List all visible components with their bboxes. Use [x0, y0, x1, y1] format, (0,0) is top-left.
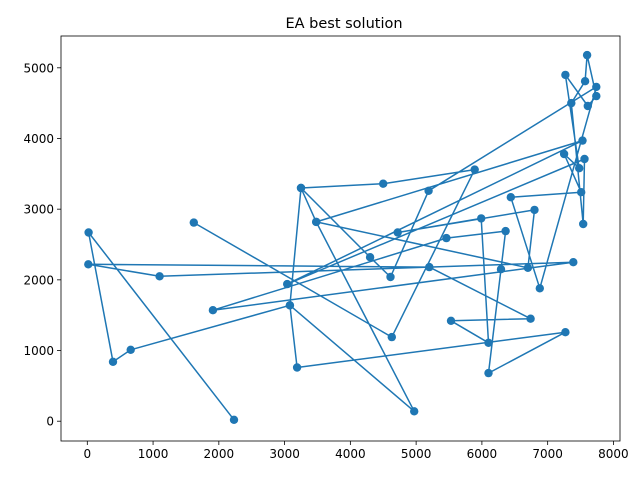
data-point [567, 98, 576, 108]
data-point [189, 218, 198, 227]
data-point [496, 265, 506, 274]
data-point [108, 357, 118, 366]
x-tick-label: 6000 [467, 447, 498, 461]
y-tick-label: 1000 [23, 344, 54, 358]
x-tick-label: 8000 [598, 447, 629, 461]
data-point [442, 233, 451, 243]
y-tick-label: 4000 [23, 132, 54, 146]
data-point [425, 262, 434, 272]
data-point [365, 253, 375, 262]
data-point [506, 193, 515, 202]
x-tick-label: 4000 [335, 447, 366, 461]
data-point [393, 228, 402, 237]
y-tick-label: 3000 [23, 203, 54, 217]
data-point [285, 301, 295, 310]
data-point [530, 205, 539, 215]
data-point [526, 314, 535, 323]
y-tick-label: 0 [46, 415, 54, 429]
data-point [470, 165, 479, 174]
y-tick-label: 2000 [23, 273, 54, 287]
data-point [477, 214, 486, 223]
data-point [561, 328, 570, 337]
x-tick-label: 7000 [532, 447, 563, 461]
data-point [387, 332, 396, 342]
data-point [580, 154, 589, 164]
data-point [592, 82, 601, 92]
data-point [424, 186, 433, 195]
data-point [155, 272, 164, 281]
data-point [379, 179, 388, 188]
data-point [579, 219, 588, 229]
axes-frame [60, 35, 621, 442]
series-layer [84, 50, 601, 424]
data-point [229, 415, 239, 424]
data-point [292, 363, 302, 372]
data-point [569, 258, 578, 267]
x-tick-label: 3000 [269, 447, 300, 461]
data-point [446, 316, 456, 325]
data-point [523, 263, 533, 272]
data-point [484, 368, 493, 378]
data-point [283, 279, 292, 289]
data-point [580, 77, 590, 86]
data-point [296, 183, 306, 193]
data-point [583, 101, 592, 111]
data-point [582, 50, 592, 60]
x-tick-label: 2000 [204, 447, 235, 461]
data-point [386, 272, 395, 282]
plot-area: 0 1000 2000 3000 4000 5000 6000 7000 8000 0 1000 20… [23, 35, 629, 461]
data-point [84, 260, 93, 269]
x-tick-label: 5000 [401, 447, 432, 461]
data-point [578, 136, 587, 145]
data-point [535, 284, 544, 293]
series-line-0 [87, 54, 598, 421]
data-point [208, 306, 218, 315]
axes-layer: 0 1000 2000 3000 4000 5000 6000 7000 8000 0 1000 20… [23, 35, 629, 461]
data-point [312, 217, 321, 227]
data-point [484, 338, 493, 347]
data-point [559, 149, 569, 159]
chart-title: EA best solution [285, 16, 402, 32]
data-point [84, 228, 93, 237]
data-point [577, 188, 586, 197]
y-tick-label: 5000 [23, 61, 54, 75]
x-tick-label: 1000 [138, 447, 169, 461]
data-point [592, 91, 601, 101]
data-point [126, 345, 135, 354]
x-tick-label: 0 [83, 447, 91, 461]
data-point [501, 226, 510, 236]
data-point [575, 164, 584, 173]
data-point [561, 70, 570, 80]
data-point [410, 407, 419, 416]
